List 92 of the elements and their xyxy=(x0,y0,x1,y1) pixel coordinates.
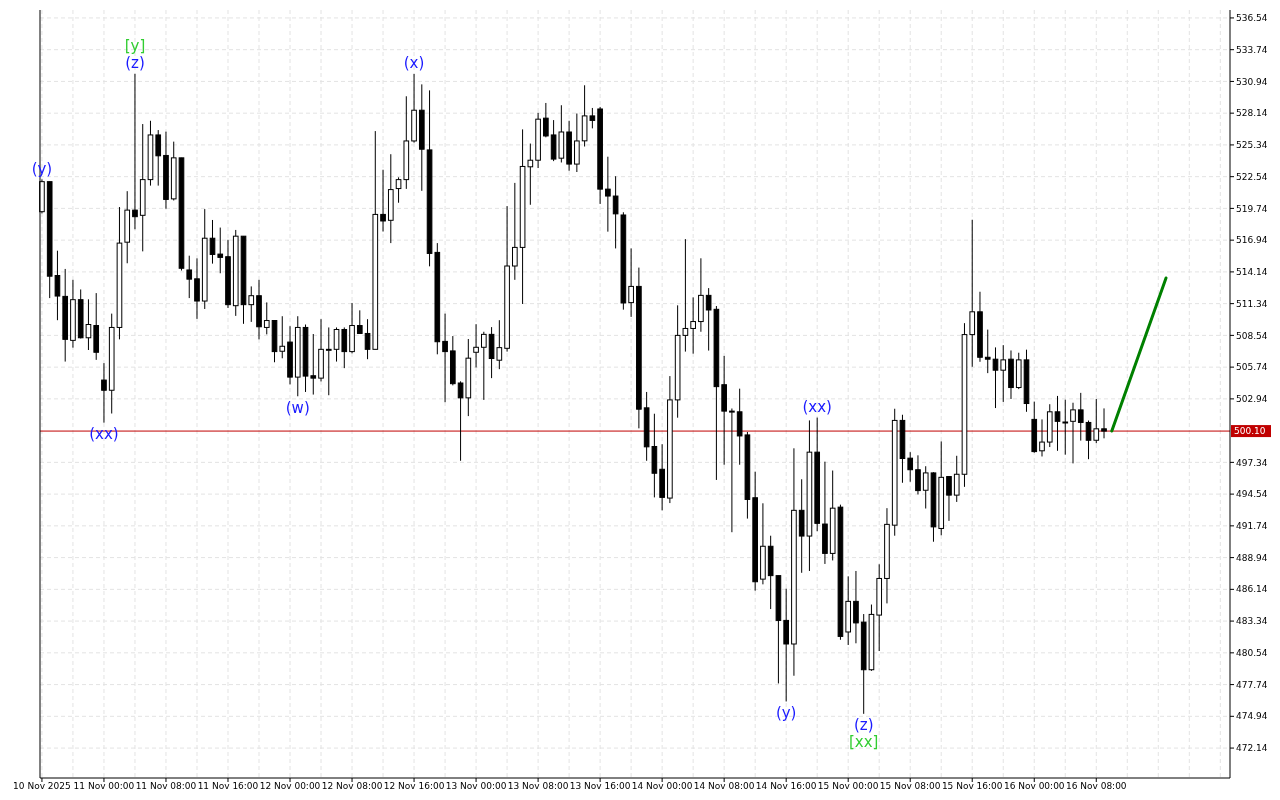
candlestick xyxy=(915,454,921,495)
ref-line-label: 500.10 xyxy=(1234,426,1266,437)
candlestick xyxy=(628,247,634,318)
annotation: (y) xyxy=(775,703,797,722)
x-tick-label: 15 Nov 00:00 xyxy=(817,781,879,791)
annotation: [y] xyxy=(124,37,146,56)
candlestick xyxy=(325,326,332,396)
y-tick-label: 508.54 xyxy=(1236,330,1268,341)
candlestick xyxy=(690,296,696,355)
y-tick-label: 494.54 xyxy=(1236,489,1268,500)
candlestick xyxy=(1077,392,1084,442)
annotation: (x) xyxy=(403,54,425,73)
candlestick xyxy=(1054,395,1061,452)
candlestick xyxy=(946,476,952,522)
candlestick xyxy=(783,588,789,702)
x-tick-label: 11 Nov 08:00 xyxy=(135,781,197,791)
annotation: (z) xyxy=(853,716,874,735)
candlestick xyxy=(481,331,487,401)
x-tick-label: 11 Nov 00:00 xyxy=(73,781,135,791)
candlestick xyxy=(612,175,619,249)
x-tick-label: 13 Nov 00:00 xyxy=(445,781,507,791)
candlestick xyxy=(442,313,448,403)
candlestick xyxy=(574,113,580,173)
candlestick xyxy=(853,570,859,644)
y-tick-label: 491.74 xyxy=(1236,521,1268,531)
y-tick-label: 472.14 xyxy=(1236,743,1268,754)
candlestick xyxy=(194,257,200,320)
candlestick xyxy=(380,169,386,233)
candlestick xyxy=(263,301,270,335)
y-tick-label: 502.94 xyxy=(1236,394,1268,405)
x-tick-label: 13 Nov 08:00 xyxy=(507,781,569,791)
candlestick xyxy=(1101,407,1107,439)
x-tick-label: 13 Nov 16:00 xyxy=(569,781,631,791)
candlestick xyxy=(473,323,479,368)
candlestick xyxy=(186,255,193,299)
y-tick-label: 483.34 xyxy=(1236,616,1268,627)
annotation: [xx] xyxy=(848,733,879,752)
x-tick-label: 15 Nov 16:00 xyxy=(941,781,1003,791)
candlestick xyxy=(1000,344,1007,403)
x-tick-label: 16 Nov 08:00 xyxy=(1065,781,1127,791)
x-tick-label: 14 Nov 08:00 xyxy=(693,781,755,791)
x-tick-label: 14 Nov 16:00 xyxy=(755,781,817,791)
y-tick-label: 514.14 xyxy=(1236,267,1268,278)
y-tick-label: 536.54 xyxy=(1236,13,1268,24)
y-tick-label: 522.54 xyxy=(1236,171,1268,182)
candlestick xyxy=(356,309,363,334)
candlestick xyxy=(512,182,518,281)
y-tick-label: 505.74 xyxy=(1236,362,1268,373)
candlestick xyxy=(992,346,999,409)
candlestick xyxy=(155,129,162,187)
candlestick xyxy=(101,362,107,424)
x-tick-label: 10 Nov 2025 xyxy=(13,781,71,791)
candlestick xyxy=(605,156,611,233)
x-tick-label: 14 Nov 00:00 xyxy=(631,781,693,791)
candlestick xyxy=(1085,420,1092,460)
x-tick-label: 15 Nov 08:00 xyxy=(879,781,941,791)
y-tick-label: 528.14 xyxy=(1236,108,1268,119)
y-tick-label: 477.74 xyxy=(1236,679,1268,690)
y-tick-label: 486.14 xyxy=(1236,584,1268,595)
annotation: (xx) xyxy=(802,397,832,416)
y-tick-label: 519.74 xyxy=(1236,203,1268,214)
candlestick xyxy=(132,73,138,230)
candlestick xyxy=(279,315,286,359)
y-tick-label: 511.34 xyxy=(1236,298,1268,309)
candlestick xyxy=(729,408,735,533)
y-tick-label: 480.54 xyxy=(1236,647,1268,658)
y-tick-label: 533.74 xyxy=(1236,44,1268,55)
y-tick-label: 525.34 xyxy=(1236,140,1268,151)
annotation: (w) xyxy=(285,398,310,417)
y-tick-label: 516.94 xyxy=(1236,235,1268,246)
x-tick-label: 12 Nov 08:00 xyxy=(321,781,383,791)
candlestick xyxy=(907,451,914,483)
y-tick-label: 497.34 xyxy=(1236,457,1268,468)
y-tick-label: 488.94 xyxy=(1236,552,1268,563)
y-tick-label: 474.94 xyxy=(1236,711,1268,722)
x-tick-label: 16 Nov 00:00 xyxy=(1003,781,1065,791)
annotation: (z) xyxy=(125,54,145,73)
candlestick xyxy=(217,227,224,274)
x-tick-label: 11 Nov 16:00 xyxy=(197,781,259,791)
candlestick xyxy=(1039,418,1045,457)
candlestick xyxy=(969,219,976,368)
candlestick xyxy=(1062,399,1069,456)
x-tick-label: 12 Nov 16:00 xyxy=(383,781,445,791)
candlestick xyxy=(984,329,991,374)
y-tick-label: 530.94 xyxy=(1236,76,1268,87)
candlestick xyxy=(543,102,549,138)
candlestick xyxy=(1070,402,1076,464)
candlestick xyxy=(310,333,317,396)
candlestick xyxy=(248,285,255,323)
x-tick-label: 12 Nov 00:00 xyxy=(259,781,321,791)
candlestick xyxy=(953,455,960,503)
candlestick xyxy=(1093,398,1100,444)
